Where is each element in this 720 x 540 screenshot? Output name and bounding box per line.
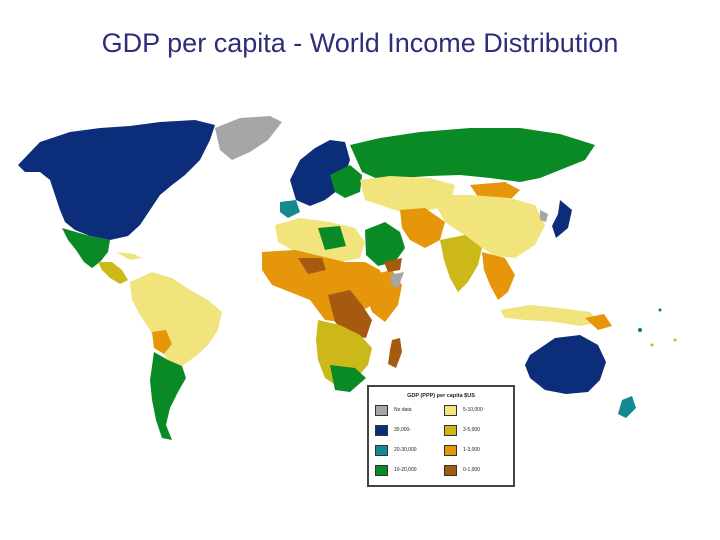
legend-label: 20-30,000	[394, 447, 417, 453]
legend-item-0-1000: 0-1,000	[444, 464, 480, 476]
legend-swatch	[375, 404, 388, 416]
region-south-america-north	[130, 272, 222, 366]
slide-title: GDP per capita - World Income Distributi…	[101, 28, 619, 58]
legend-label: No data	[394, 407, 412, 413]
legend-swatch	[444, 424, 457, 436]
legend-label: 5-10,000	[463, 407, 483, 413]
legend-label: 1-3,000	[463, 447, 480, 453]
region-china	[430, 195, 545, 258]
legend-swatch	[375, 424, 388, 436]
legend-item-1-3000: 1-3,000	[444, 444, 480, 456]
region-mexico	[62, 228, 110, 268]
region-greenland	[215, 116, 282, 160]
legend-item-10-20000: 10-20,000	[375, 464, 417, 476]
region-sahel	[298, 258, 326, 274]
island-dot	[650, 343, 654, 347]
island-dot	[638, 328, 642, 332]
island-dot	[673, 338, 677, 342]
region-bolivia	[152, 330, 172, 354]
region-papua	[585, 314, 612, 330]
region-yemen	[384, 258, 402, 272]
region-west-africa	[262, 250, 385, 322]
region-north-america	[18, 120, 215, 240]
region-central-asia	[360, 176, 455, 215]
legend-label: 10-20,000	[394, 467, 417, 473]
region-southeast-asia	[482, 252, 515, 300]
region-eastern-europe	[330, 165, 362, 198]
legend-title: GDP (PPP) per capita $US	[407, 393, 475, 399]
region-korea	[540, 210, 548, 222]
legend-item-5-10000: 5-10,000	[444, 404, 483, 416]
island-dot	[658, 308, 662, 312]
region-iberia	[280, 200, 300, 218]
legend-label: 3-5,000	[463, 427, 480, 433]
region-central-america	[98, 262, 128, 284]
legend-label: 0-1,000	[463, 467, 480, 473]
region-south-africa	[330, 365, 366, 392]
region-india	[440, 235, 482, 292]
region-horn	[390, 272, 404, 288]
region-russia	[350, 128, 595, 182]
region-libya	[318, 226, 346, 250]
legend-item-30000: 30,000-	[375, 424, 411, 436]
region-madagascar	[388, 338, 402, 368]
region-new-zealand	[618, 396, 636, 418]
region-iran	[400, 208, 445, 248]
legend-swatch	[375, 464, 388, 476]
legend-swatch	[375, 444, 388, 456]
legend-item-no-data: No data	[375, 404, 412, 416]
region-japan	[552, 200, 572, 238]
map-legend: GDP (PPP) per capita $US No data 5-10,00…	[367, 385, 515, 487]
region-southern-cone	[150, 352, 186, 440]
legend-item-3-5000: 3-5,000	[444, 424, 480, 436]
legend-swatch	[444, 464, 457, 476]
legend-label: 30,000-	[394, 427, 411, 433]
region-indonesia	[500, 305, 600, 326]
legend-item-20-30000: 20-30,000	[375, 444, 417, 456]
legend-swatch	[444, 444, 457, 456]
region-middle-east	[365, 222, 405, 266]
region-caribbean	[116, 252, 142, 260]
region-mongolia	[470, 182, 520, 200]
legend-swatch	[444, 404, 457, 416]
region-australia	[525, 335, 606, 394]
